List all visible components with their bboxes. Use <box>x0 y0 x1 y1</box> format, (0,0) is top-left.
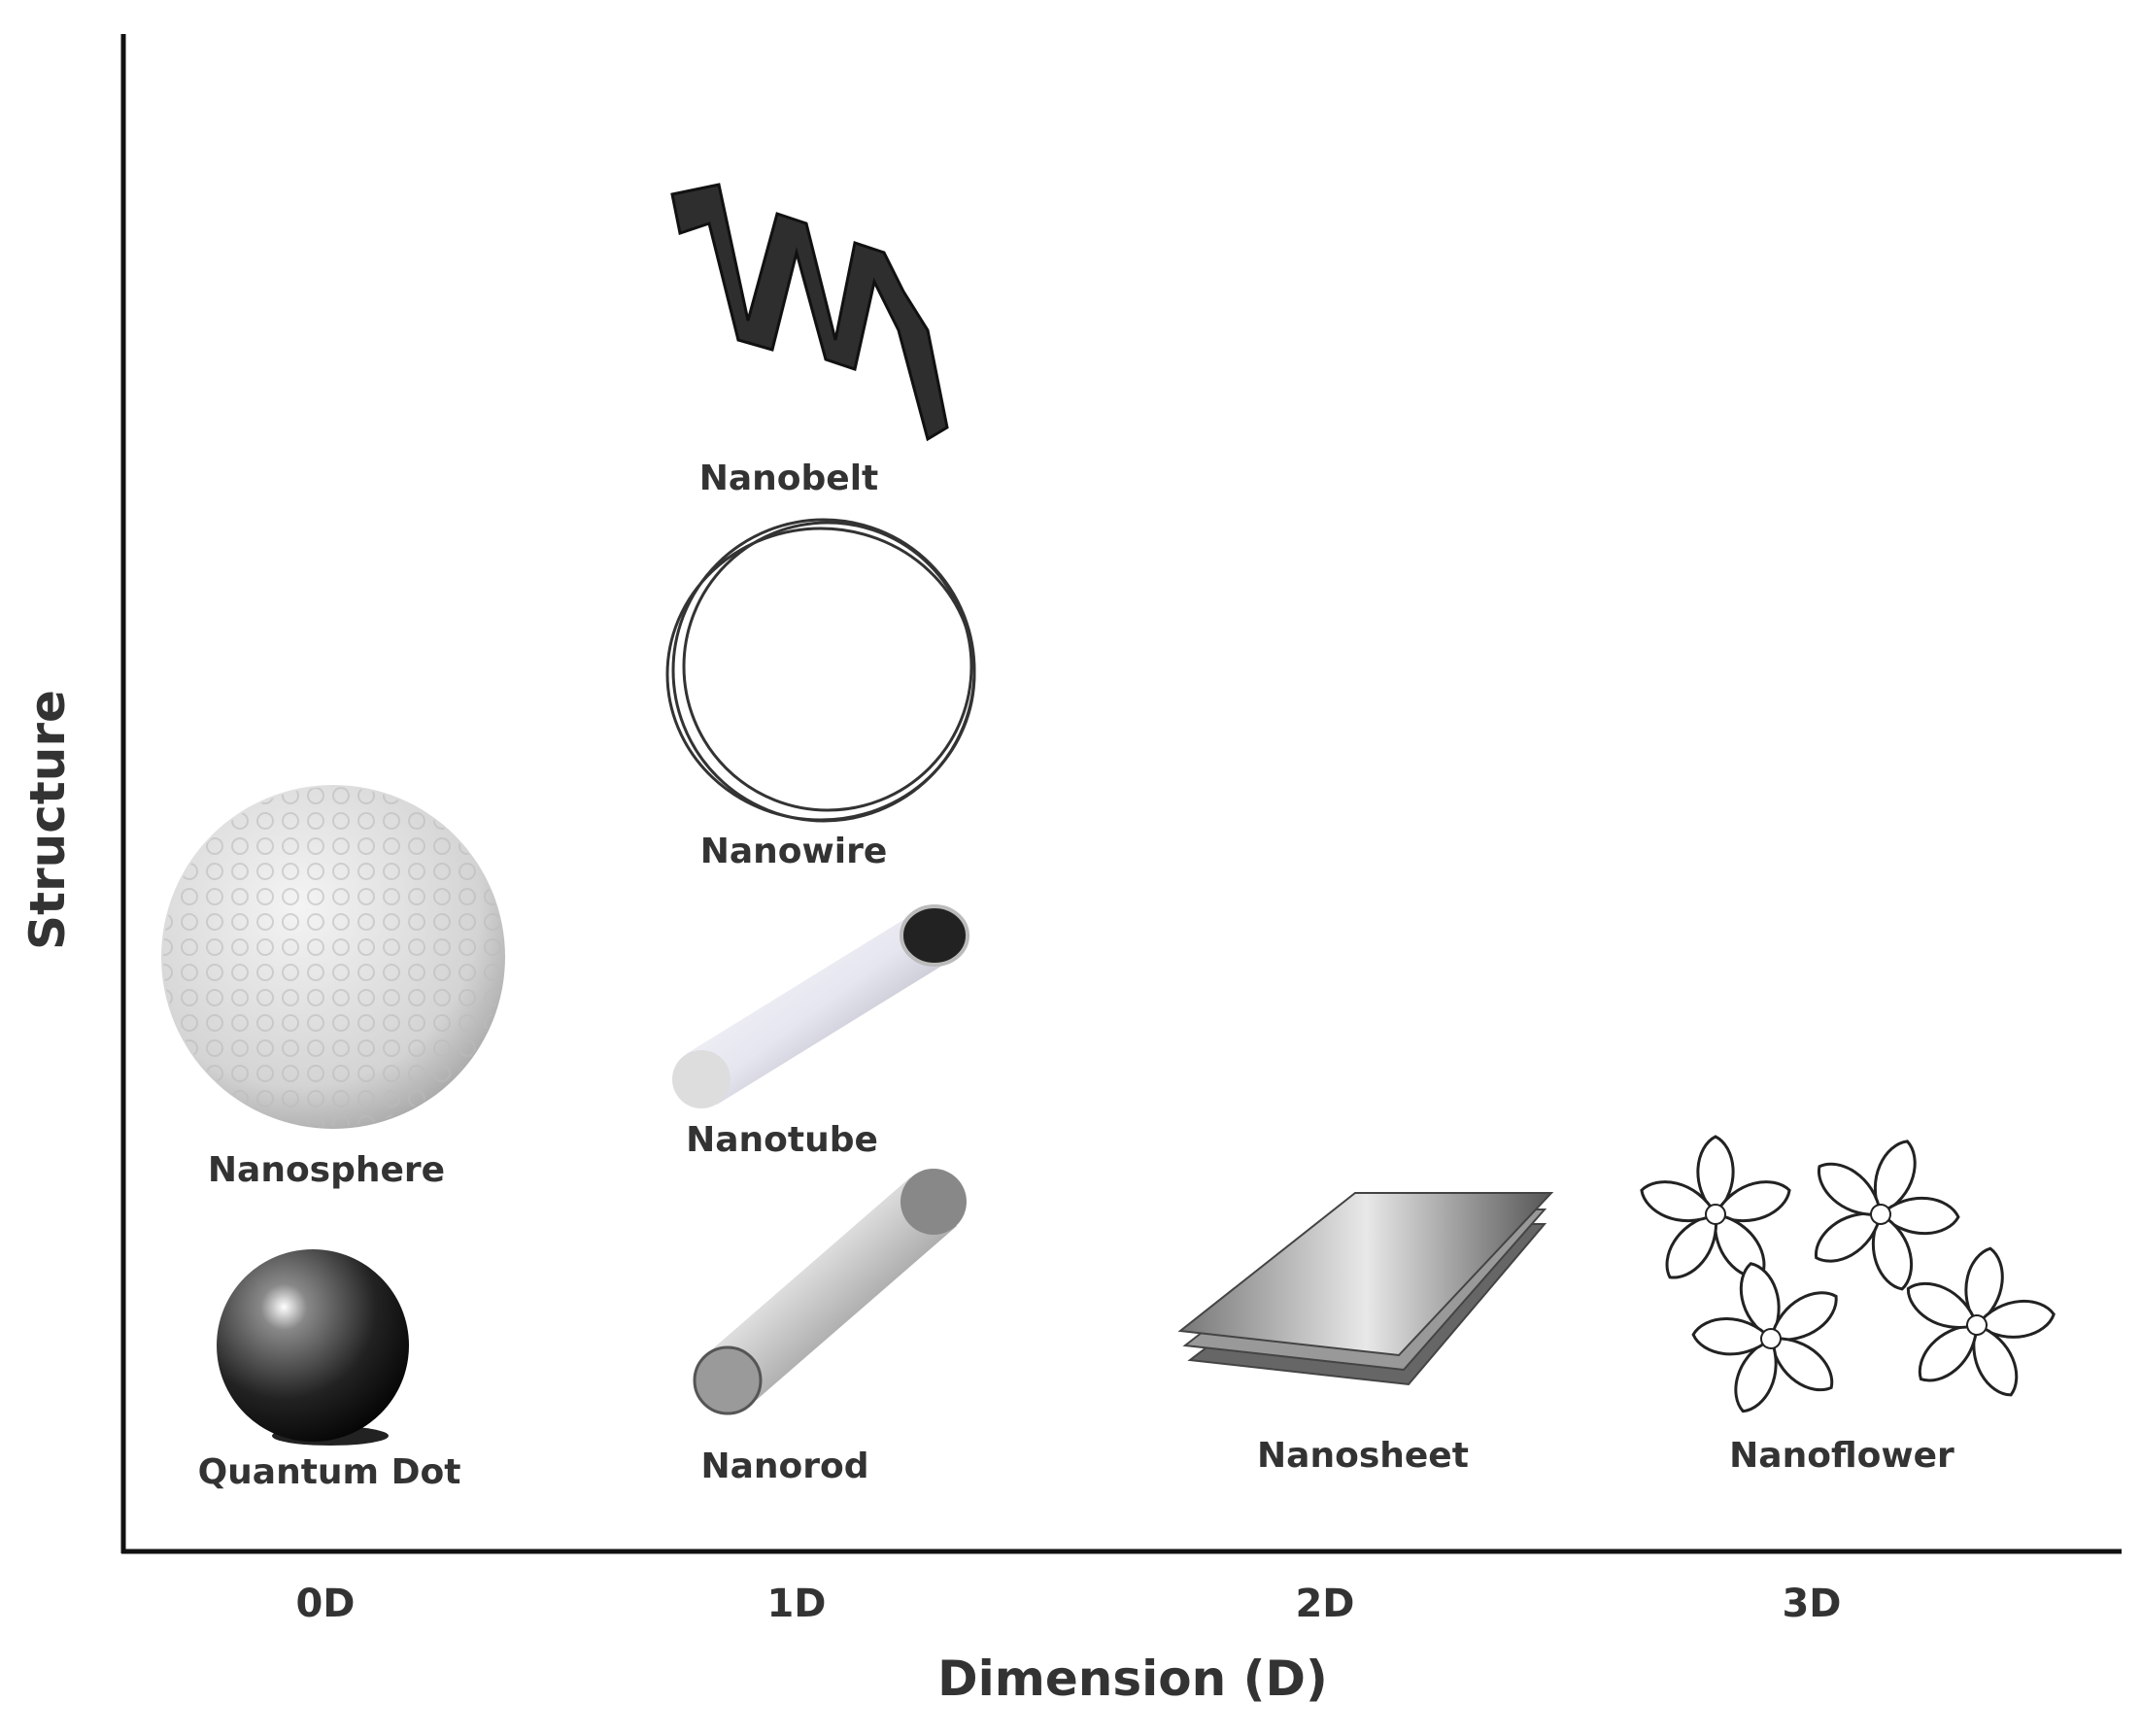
quantum-dot-shape <box>217 1249 409 1442</box>
x-tick-label: 1D <box>766 1582 826 1626</box>
nanowire-shape <box>665 518 976 823</box>
item-label: Nanoflower <box>1729 1436 1954 1476</box>
y-axis-title: Structure <box>19 690 76 950</box>
item-label: Nanobelt <box>699 459 879 498</box>
item-label: Nanotube <box>686 1120 878 1160</box>
nanotube-shape <box>672 904 969 1108</box>
x-tick-label: 2D <box>1295 1582 1354 1626</box>
x-tick-label: 0D <box>295 1582 355 1626</box>
nanobelt-shape <box>670 183 949 442</box>
nanoflower-shape <box>1634 1112 2070 1432</box>
item-label: Nanorod <box>700 1447 868 1486</box>
x-tick-label: 3D <box>1782 1582 1841 1626</box>
item-label: Nanosheet <box>1257 1436 1469 1476</box>
nanosheet-shape <box>1177 1192 1554 1386</box>
item-label: Quantum Dot <box>198 1452 461 1492</box>
x-axis-title: Dimension (D) <box>937 1651 1328 1707</box>
item-label: Nanowire <box>700 832 888 871</box>
nanosphere-dimples <box>163 787 503 1127</box>
item-label: Nanosphere <box>208 1150 445 1190</box>
nanorod-shape <box>693 1169 967 1415</box>
